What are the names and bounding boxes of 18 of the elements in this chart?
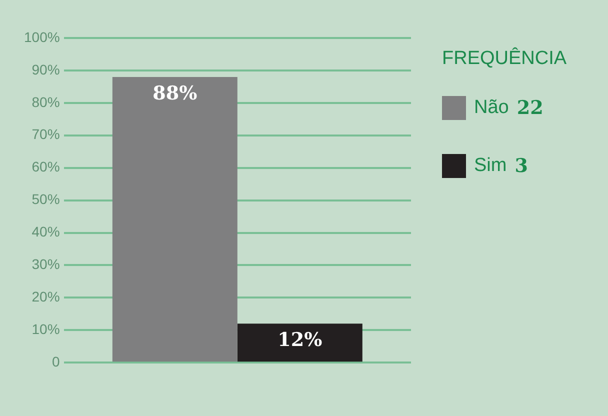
y-tick-label: 30% xyxy=(32,256,60,272)
text: 3 xyxy=(514,155,528,177)
y-tick-label: 90% xyxy=(32,61,60,78)
data-label: 88% xyxy=(152,82,198,104)
legend-title: FREQUÊNCIA xyxy=(442,48,567,70)
y-tick-label: 40% xyxy=(32,224,60,240)
y-tick-label: 50% xyxy=(32,191,60,208)
y-tick-label: 10% xyxy=(32,321,60,337)
y-tick-label: 0 xyxy=(52,353,60,370)
legend-label: Não xyxy=(474,97,509,119)
text: 22 xyxy=(516,97,544,119)
y-tick-label: 80% xyxy=(32,94,60,110)
legend-label: Sim xyxy=(474,155,507,177)
y-tick-label: 100% xyxy=(24,28,60,45)
y-tick-label: 60% xyxy=(32,158,60,175)
y-tick-label: 20% xyxy=(32,288,60,305)
data-label: 12% xyxy=(278,329,322,352)
y-tick-label: 70% xyxy=(32,126,60,142)
